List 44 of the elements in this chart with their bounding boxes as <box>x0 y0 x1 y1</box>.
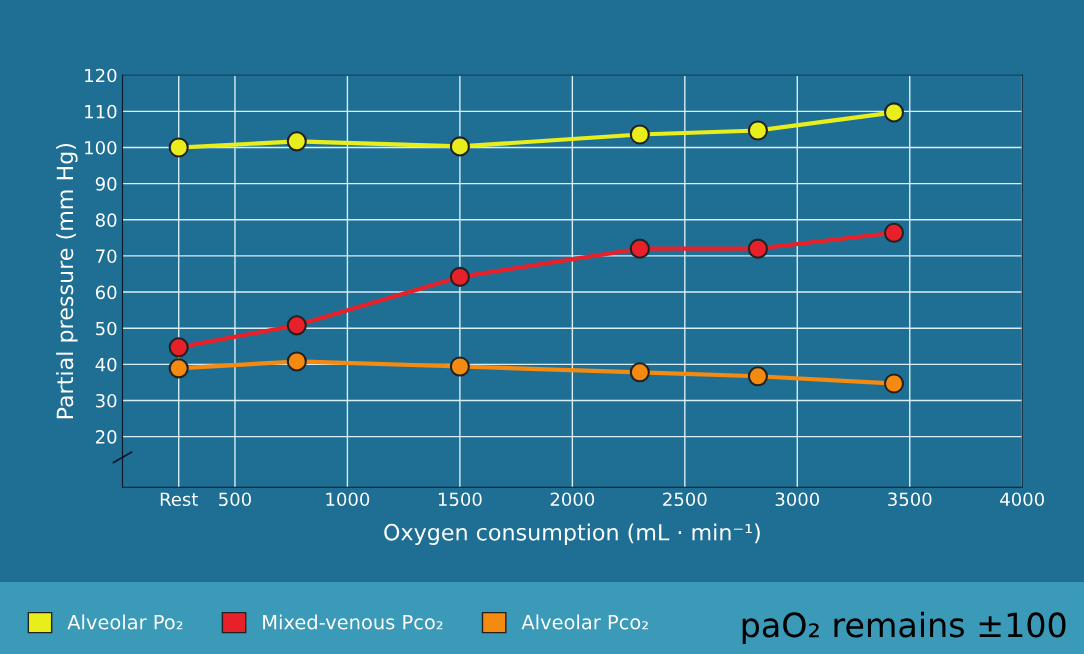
point <box>629 124 650 145</box>
legend-label: Mixed-venous Pco₂ <box>263 614 443 630</box>
y-tick-label: 60 <box>95 285 117 300</box>
point <box>629 238 650 259</box>
point <box>449 356 470 377</box>
point <box>286 351 307 372</box>
x-axis-title: Oxygen consumption (mL · min⁻¹) <box>384 523 760 545</box>
y-axis-title: Partial pressure (mm Hg) <box>56 143 78 419</box>
text: paO₂ remains ±100 <box>742 611 1066 644</box>
y-tick-label: 40 <box>95 357 117 372</box>
point <box>629 362 650 383</box>
point <box>286 131 307 152</box>
legend-label: Alveolar Po₂ <box>67 614 183 630</box>
x-tick-label: 4000 <box>1000 492 1044 507</box>
y-tick-label: 80 <box>95 213 117 227</box>
y-tick-label: 100 <box>85 140 117 155</box>
x-tick-label: 1000 <box>326 492 370 507</box>
x-tick-label: 2000 <box>550 492 595 507</box>
point <box>747 120 768 141</box>
point <box>883 373 905 394</box>
x-tick-label: 2500 <box>663 492 707 507</box>
point <box>286 315 307 336</box>
point <box>168 358 189 379</box>
point <box>747 366 768 387</box>
x-tick-label: 1500 <box>438 492 482 507</box>
y-tick-label: 70 <box>96 249 117 264</box>
point <box>883 222 905 243</box>
point <box>449 136 470 157</box>
x-tick-label: Rest <box>160 492 198 507</box>
y-tick-label: 90 <box>95 177 117 191</box>
y-tick-label: 120 <box>85 68 117 83</box>
point <box>168 137 189 158</box>
y-tick-label: 110 <box>85 104 117 119</box>
x-tick-label: 3500 <box>888 492 932 507</box>
x-tick-label: 500 <box>219 492 251 507</box>
legend-label: Alveolar Pco₂ <box>521 614 648 630</box>
point <box>747 238 768 259</box>
point <box>883 102 905 123</box>
y-tick-label: 50 <box>96 321 117 336</box>
y-tick-label: 20 <box>95 430 117 444</box>
point <box>168 337 189 358</box>
x-tick-label: 3000 <box>775 492 820 507</box>
point <box>449 266 470 287</box>
y-tick-label: 30 <box>96 393 117 408</box>
